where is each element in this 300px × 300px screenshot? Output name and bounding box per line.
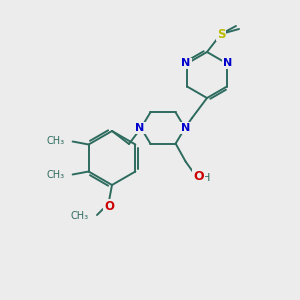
Text: N: N: [182, 123, 190, 133]
Text: O: O: [104, 200, 114, 212]
Text: O: O: [193, 170, 204, 183]
Text: S: S: [217, 28, 225, 40]
Text: H: H: [201, 172, 210, 183]
Text: CH₃: CH₃: [46, 136, 64, 146]
Text: CH₃: CH₃: [46, 169, 64, 179]
Text: N: N: [135, 123, 145, 133]
Text: CH₃: CH₃: [71, 211, 89, 221]
Text: N: N: [182, 58, 191, 68]
Text: N: N: [223, 58, 232, 68]
